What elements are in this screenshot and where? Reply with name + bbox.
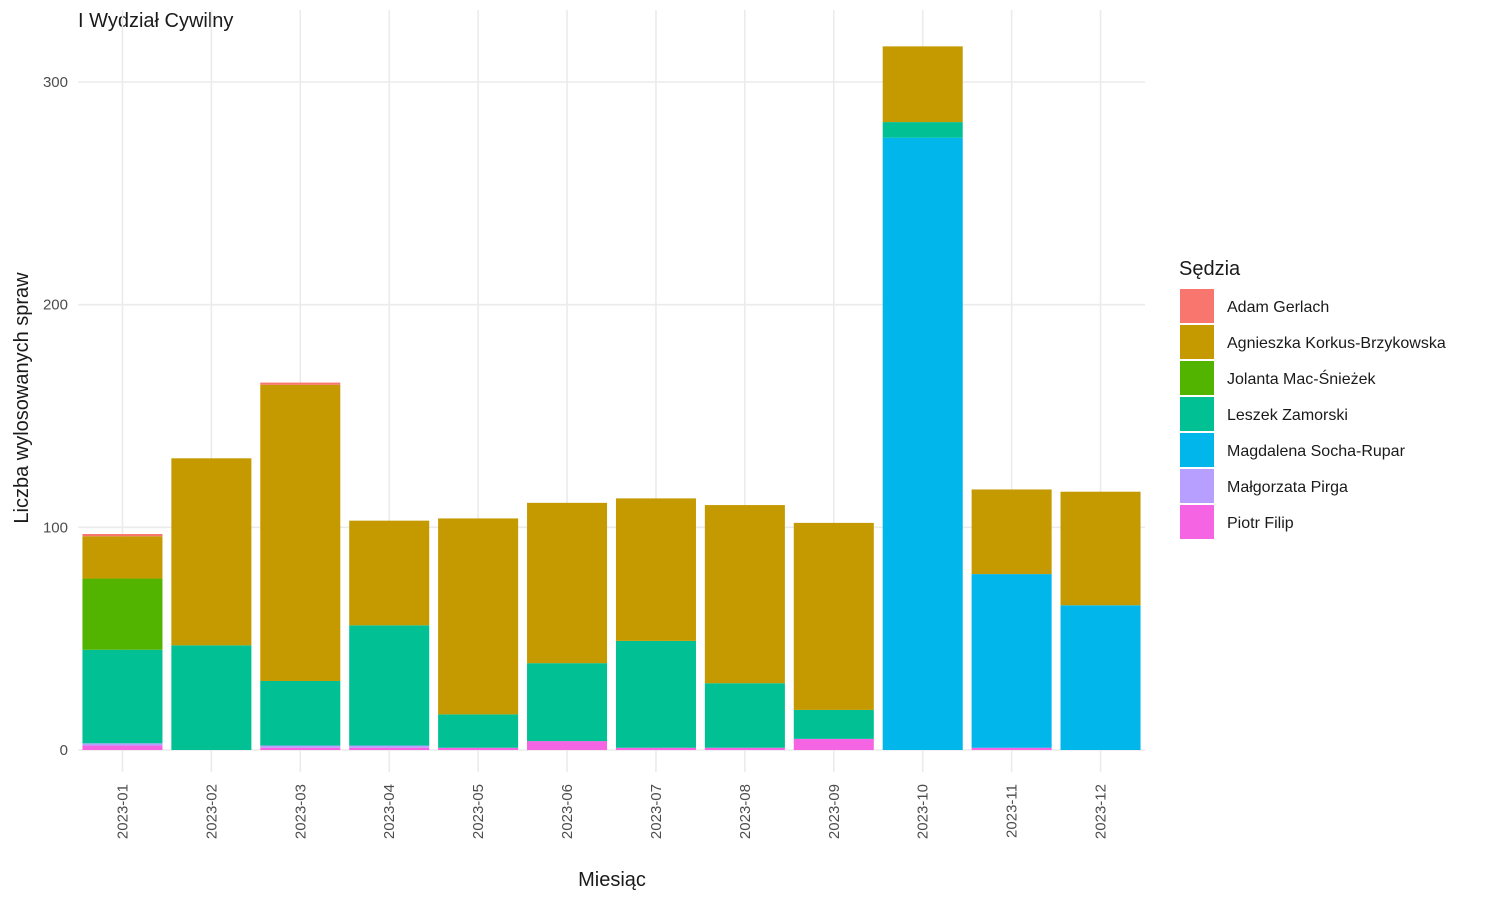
x-tick-label: 2023-02 — [203, 784, 220, 839]
bar-2023-03-agnieszka-korkus-brzykowska — [260, 384, 341, 681]
legend-swatch — [1180, 361, 1214, 395]
legend-label: Agnieszka Korkus-Brzykowska — [1227, 335, 1446, 352]
legend-swatch — [1180, 325, 1214, 359]
bar-2023-07-leszek-zamorski — [615, 640, 696, 748]
legend-label: Jolanta Mac-Śnieżek — [1227, 369, 1377, 388]
x-tick-label: 2023-03 — [292, 784, 309, 839]
bar-2023-03-malgorzata-pirga — [260, 745, 341, 748]
x-tick-label: 2023-04 — [381, 784, 398, 839]
legend-item-jolanta-mac-sniezek: Jolanta Mac-Śnieżek — [1180, 361, 1377, 395]
bar-2023-01-piotr-filip — [82, 745, 163, 750]
legend-item-magdalena-socha-rupar: Magdalena Socha-Rupar — [1180, 433, 1406, 467]
bar-2023-10-agnieszka-korkus-brzykowska — [882, 46, 963, 123]
y-axis-ticks: 0 100 200 300 — [43, 74, 68, 759]
bar-2023-01-jolanta-mac-sniezek — [82, 578, 163, 650]
x-tick-label: 2023-11 — [1004, 784, 1021, 838]
legend-item-adam-gerlach: Adam Gerlach — [1180, 289, 1329, 323]
legend-swatch — [1180, 289, 1214, 323]
legend-item-piotr-filip: Piotr Filip — [1180, 505, 1294, 539]
legend: Sędzia Adam Gerlach Agnieszka Korkus-Brzy… — [1179, 258, 1446, 539]
bar-2023-04-leszek-zamorski — [349, 625, 430, 746]
x-tick-label: 2023-01 — [114, 784, 131, 839]
bar-2023-02-leszek-zamorski — [171, 645, 252, 750]
bar-2023-12-magdalena-socha-rupar — [1060, 605, 1141, 750]
bar-2023-07-piotr-filip — [615, 747, 696, 750]
legend-item-malgorzata-pirga: Małgorzata Pirga — [1180, 469, 1348, 503]
bar-2023-04-malgorzata-pirga — [349, 745, 430, 748]
legend-item-leszek-zamorski: Leszek Zamorski — [1180, 397, 1348, 431]
legend-item-agnieszka-korkus-brzykowska: Agnieszka Korkus-Brzykowska — [1180, 325, 1446, 359]
x-tick-label: 2023-07 — [648, 784, 665, 839]
legend-swatch — [1180, 469, 1214, 503]
bar-2023-01-leszek-zamorski — [82, 649, 163, 744]
y-tick-label: 100 — [43, 519, 68, 536]
legend-swatch — [1180, 397, 1214, 431]
bar-2023-12-agnieszka-korkus-brzykowska — [1060, 491, 1141, 606]
bar-2023-03-leszek-zamorski — [260, 680, 341, 746]
x-tick-label: 2023-10 — [915, 784, 932, 839]
bar-2023-01-malgorzata-pirga — [82, 743, 163, 746]
bar-2023-05-piotr-filip — [438, 747, 519, 750]
y-tick-label: 200 — [43, 297, 68, 314]
y-tick-label: 0 — [60, 742, 68, 759]
legend-swatch — [1180, 505, 1214, 539]
bar-2023-06-agnieszka-korkus-brzykowska — [527, 502, 608, 664]
bar-2023-09-leszek-zamorski — [793, 709, 874, 739]
x-tick-label: 2023-09 — [826, 784, 843, 839]
bar-2023-08-agnieszka-korkus-brzykowska — [704, 505, 785, 684]
x-tick-label: 2023-06 — [559, 784, 576, 839]
y-axis-title: Liczba wylosowanych spraw — [11, 272, 33, 524]
bar-2023-06-piotr-filip — [527, 741, 608, 750]
bar-2023-09-piotr-filip — [793, 738, 874, 750]
legend-label: Piotr Filip — [1227, 515, 1294, 532]
y-tick-label: 300 — [43, 74, 68, 91]
bar-2023-01-adam-gerlach — [82, 534, 163, 537]
bar-2023-06-leszek-zamorski — [527, 663, 608, 742]
legend-swatch — [1180, 433, 1214, 467]
legend-label: Magdalena Socha-Rupar — [1227, 443, 1406, 460]
x-tick-label: 2023-05 — [470, 784, 487, 839]
legend-label: Adam Gerlach — [1227, 299, 1329, 316]
bar-2023-07-agnieszka-korkus-brzykowska — [615, 498, 696, 641]
bar-2023-04-agnieszka-korkus-brzykowska — [349, 520, 430, 626]
bar-2023-08-piotr-filip — [704, 747, 785, 750]
bar-2023-05-agnieszka-korkus-brzykowska — [438, 518, 519, 715]
bar-2023-01-agnieszka-korkus-brzykowska — [82, 536, 163, 579]
bar-2023-09-agnieszka-korkus-brzykowska — [793, 522, 874, 710]
bar-2023-11-magdalena-socha-rupar — [971, 574, 1052, 748]
bar-2023-10-leszek-zamorski — [882, 122, 963, 138]
legend-title: Sędzia — [1179, 258, 1241, 280]
chart-title: I Wydział Cywilny — [78, 10, 233, 32]
bar-2023-05-leszek-zamorski — [438, 714, 519, 748]
bar-2023-08-leszek-zamorski — [704, 683, 785, 748]
bars — [82, 46, 1141, 750]
x-axis-ticks: 2023-01 2023-02 2023-03 2023-04 2023-05 2023-… — [114, 784, 1109, 839]
bar-2023-11-agnieszka-korkus-brzykowska — [971, 489, 1052, 575]
x-axis-title: Miesiąc — [578, 869, 646, 891]
bar-2023-11-piotr-filip — [971, 747, 1052, 750]
legend-label: Leszek Zamorski — [1227, 407, 1348, 424]
legend-items: Adam Gerlach Agnieszka Korkus-Brzykowska J… — [1180, 289, 1446, 539]
bar-2023-02-agnieszka-korkus-brzykowska — [171, 458, 252, 646]
x-tick-label: 2023-08 — [737, 784, 754, 839]
bar-2023-04-piotr-filip — [349, 747, 430, 750]
bar-2023-03-adam-gerlach — [260, 382, 341, 385]
x-tick-label: 2023-12 — [1093, 784, 1110, 839]
legend-label: Małgorzata Pirga — [1227, 479, 1348, 496]
bar-2023-10-magdalena-socha-rupar — [882, 137, 963, 750]
bar-2023-03-piotr-filip — [260, 747, 341, 750]
